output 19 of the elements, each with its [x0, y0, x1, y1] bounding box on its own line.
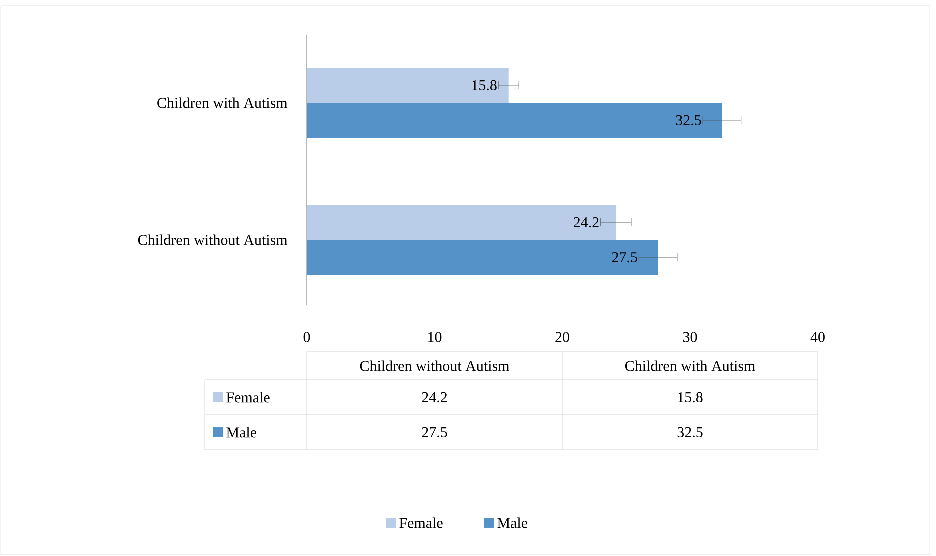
- text: Male: [498, 518, 528, 528]
- x-tick-label: 20: [556, 332, 570, 342]
- text: 32.5: [678, 427, 703, 438]
- x-tick-label: 10: [428, 332, 442, 342]
- data-label: 32.5: [676, 115, 702, 126]
- text: 24.2: [422, 392, 448, 403]
- data-label: 15.8: [472, 80, 497, 91]
- data-label: 24.2: [574, 217, 599, 228]
- category-label: Children with Autism: [625, 360, 756, 372]
- text: 27.5: [422, 427, 448, 438]
- text: Female: [400, 518, 443, 528]
- x-tick-label: 40: [810, 332, 825, 342]
- x-tick-label: 0: [304, 332, 310, 342]
- legend-label: Female: [226, 392, 270, 403]
- text: 15.8: [678, 392, 703, 403]
- category-label: Children without Autism: [360, 360, 510, 372]
- data-label: 27.5: [612, 252, 638, 263]
- legend-label: Male: [226, 427, 257, 438]
- x-tick-label: 30: [683, 332, 698, 342]
